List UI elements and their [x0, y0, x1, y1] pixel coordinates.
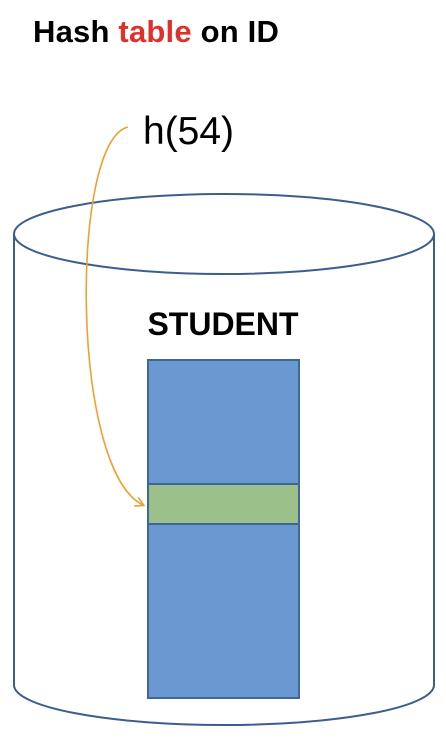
table-name-label: STUDENT: [147, 306, 299, 342]
cylinder-top: [13, 193, 435, 275]
hashed-row: [147, 483, 300, 525]
title-highlight: table: [118, 14, 192, 49]
title-part-2: on ID: [191, 14, 280, 49]
student-table-block: [147, 359, 300, 699]
diagram-title: Hash table on ID: [33, 14, 279, 50]
title-part-1: Hash: [33, 14, 119, 49]
hash-arrow: [85, 126, 143, 505]
hash-function-label: h(54): [143, 110, 235, 153]
